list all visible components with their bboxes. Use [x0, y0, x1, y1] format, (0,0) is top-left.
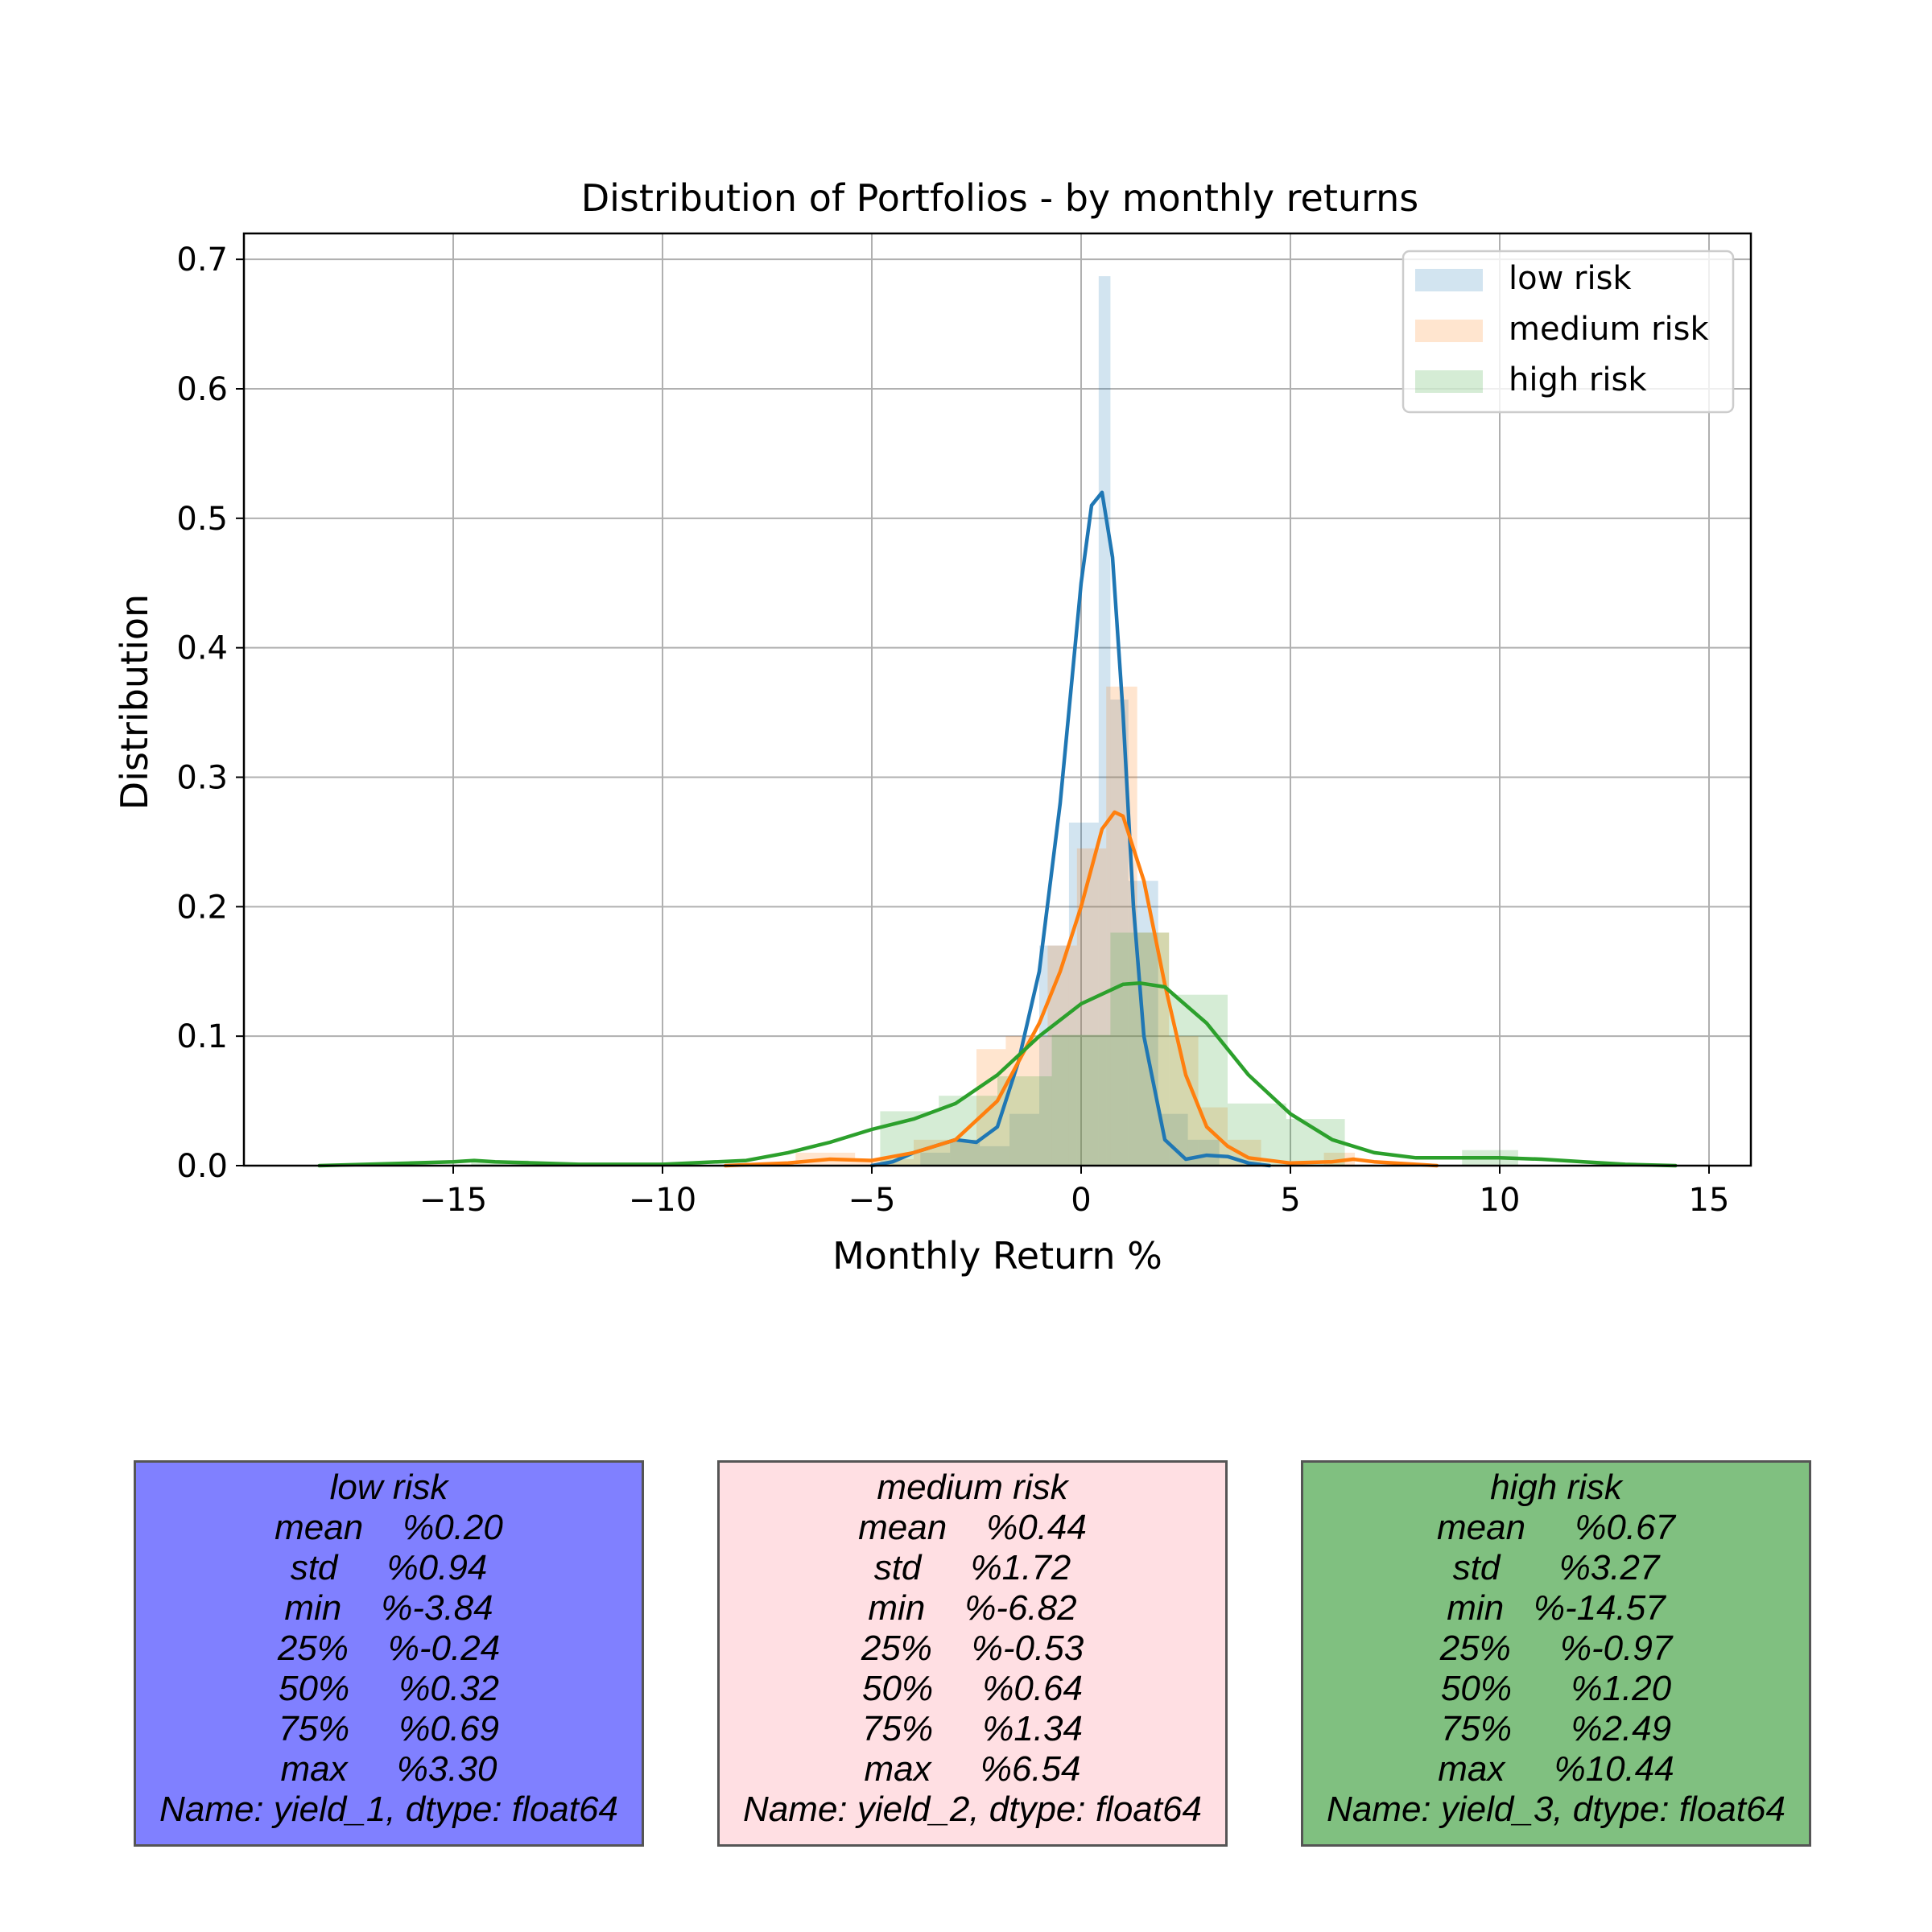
- y-tick-label: 0.1: [176, 1018, 228, 1055]
- hist-bar-high-risk: [1228, 1103, 1286, 1166]
- legend-swatch-high-risk: [1415, 370, 1483, 393]
- stats-line-std: std %3.27: [1452, 1548, 1660, 1587]
- stats-line-50: 50% %1.20: [1440, 1669, 1672, 1708]
- stats-box-low-risk: low risk mean %0.20 std %0.94 min %-3.84…: [134, 1460, 644, 1847]
- stats-line-max: max %10.44: [1438, 1749, 1674, 1789]
- y-tick-label: 0.7: [176, 242, 228, 279]
- x-tick-label: 15: [1689, 1182, 1730, 1219]
- stats-line-min: min %-3.84: [284, 1588, 493, 1628]
- plot-frame: [242, 232, 1752, 1167]
- stats-line-mean: mean %0.20: [275, 1508, 503, 1547]
- stats-title: high risk: [1490, 1468, 1622, 1507]
- stats-title: low risk: [329, 1468, 448, 1507]
- stats-line-75: 75% %0.69: [279, 1709, 499, 1748]
- hist-bar-low-risk: [1068, 822, 1099, 1166]
- stats-line-name: Name: yield_3, dtype: float64: [1327, 1790, 1785, 1829]
- y-axis-label: Distribution: [113, 594, 156, 810]
- legend-swatch-medium-risk: [1415, 320, 1483, 342]
- x-tick-label: −5: [848, 1182, 896, 1219]
- stats-box-high-risk: high risk mean %0.67 std %3.27 min %-14.…: [1301, 1460, 1811, 1847]
- chart-title: Distribution of Portfolios - by monthly …: [581, 176, 1419, 220]
- x-tick-label: 10: [1480, 1182, 1521, 1219]
- legend-frame: [1402, 250, 1735, 414]
- y-tick-label: 0.5: [176, 501, 228, 538]
- kde-curves: [317, 490, 1678, 1168]
- stats-line-75: 75% %2.49: [1440, 1709, 1672, 1748]
- y-tick-label: 0.2: [176, 889, 228, 926]
- legend-label-medium-risk: medium risk: [1509, 311, 1710, 348]
- stats-line-max: max %6.54: [864, 1749, 1081, 1789]
- legend-label-high-risk: high risk: [1509, 361, 1647, 398]
- legend: low risk medium risk high risk: [1402, 250, 1735, 414]
- y-tick-label: 0.6: [176, 371, 228, 408]
- x-tick-label: 0: [1071, 1182, 1091, 1219]
- stats-line-name: Name: yield_2, dtype: float64: [743, 1790, 1202, 1829]
- stats-line-max: max %3.30: [280, 1749, 497, 1789]
- x-axis-label: Monthly Return %: [832, 1234, 1162, 1278]
- stats-line-50: 50% %0.32: [279, 1669, 499, 1708]
- hist-bar-low-risk: [920, 1152, 951, 1166]
- hist-bar-high-risk: [997, 1076, 1052, 1166]
- hist-bar-high-risk: [1051, 1034, 1111, 1166]
- stats-line-25: 25% %-0.97: [1439, 1629, 1673, 1668]
- hist-bar-medium-risk: [1106, 686, 1137, 1166]
- stats-box-medium-risk: medium risk mean %0.44 std %1.72 min %-6…: [717, 1460, 1228, 1847]
- hist-bar-low-risk: [1009, 1113, 1039, 1166]
- x-tick-label: 5: [1280, 1182, 1300, 1219]
- stats-line-25: 25% %-0.24: [277, 1629, 501, 1668]
- histograms: [471, 276, 1518, 1166]
- hist-bar-medium-risk: [1169, 1036, 1199, 1166]
- hist-bar-low-risk: [1187, 1139, 1220, 1166]
- hist-bar-low-risk: [980, 1146, 1010, 1166]
- hist-bar-medium-risk: [1005, 1036, 1048, 1166]
- legend-swatch-low-risk: [1415, 269, 1483, 291]
- x-tick-label: −15: [419, 1182, 487, 1219]
- stats-line-mean: mean %0.44: [858, 1508, 1087, 1547]
- stats-line-75: 75% %1.34: [862, 1709, 1083, 1748]
- stats-line-min: min %-6.82: [868, 1588, 1077, 1628]
- legend-label-low-risk: low risk: [1509, 260, 1632, 297]
- stats-line-25: 25% %-0.53: [861, 1629, 1084, 1668]
- y-axis-ticks: 0.0 0.1 0.2 0.3 0.4 0.5 0.6 0.7: [176, 242, 244, 1185]
- hist-bar-medium-risk: [1047, 945, 1077, 1166]
- stats-line-std: std %0.94: [290, 1548, 488, 1587]
- x-tick-label: −10: [629, 1182, 696, 1219]
- hist-bar-low-risk: [950, 1139, 980, 1166]
- y-tick-label: 0.3: [176, 760, 228, 797]
- stats-title: medium risk: [877, 1468, 1068, 1507]
- kde-line-medium-risk: [723, 810, 1439, 1168]
- stats-line-min: min %-14.57: [1447, 1588, 1666, 1628]
- stats-line-50: 50% %0.64: [862, 1669, 1083, 1708]
- stats-line-name: Name: yield_1, dtype: float64: [159, 1790, 618, 1829]
- kde-line-high-risk: [317, 980, 1678, 1168]
- x-axis-ticks: −15 −10 −5 0 5 10 15: [419, 1166, 1730, 1219]
- y-tick-label: 0.0: [176, 1148, 228, 1185]
- stats-line-mean: mean %0.67: [1437, 1508, 1675, 1547]
- y-tick-label: 0.4: [176, 630, 228, 667]
- stats-line-std: std %1.72: [873, 1548, 1071, 1587]
